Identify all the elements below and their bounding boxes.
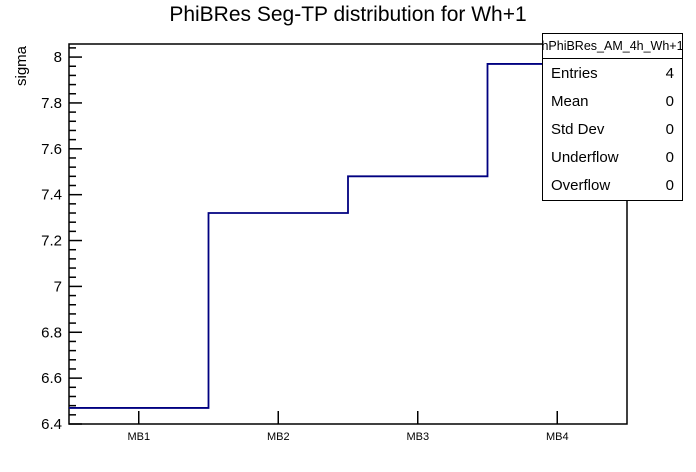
y-tick-label: 8: [54, 49, 62, 66]
stats-label: Entries: [551, 64, 598, 82]
stats-label: Overflow: [551, 177, 611, 195]
y-tick-label: 6.4: [41, 416, 62, 433]
stats-box-title: hPhiBRes_AM_4h_Wh+1: [543, 34, 682, 59]
x-tick-label: MB2: [267, 431, 290, 443]
x-tick-label: MB1: [127, 431, 150, 443]
chart-title: PhiBRes Seg-TP distribution for Wh+1: [169, 3, 527, 26]
stats-value: 4: [665, 64, 674, 82]
y-tick-label: 7.8: [41, 95, 62, 112]
plot-frame: [68, 43, 628, 425]
stats-row-mean: Mean 0: [543, 87, 682, 115]
stats-value: 0: [665, 177, 674, 195]
stats-value: 0: [665, 120, 674, 138]
stats-box: hPhiBRes_AM_4h_Wh+1 Entries 4 Mean 0 Std…: [542, 33, 683, 201]
stats-label: Std Dev: [551, 120, 605, 138]
x-tick-label: MB4: [546, 431, 569, 443]
y-tick-label: 7.2: [41, 233, 62, 250]
y-tick-label: 7: [54, 278, 62, 295]
y-tick-label: 6.8: [41, 324, 62, 341]
stats-row-entries: Entries 4: [543, 59, 682, 87]
stats-row-overflow: Overflow 0: [543, 172, 682, 200]
stats-value: 0: [665, 149, 674, 167]
histogram-step-line: [69, 63, 627, 409]
stats-row-underflow: Underflow 0: [543, 144, 682, 172]
y-tick-label: 6.6: [41, 370, 62, 387]
stats-label: Mean: [551, 92, 589, 110]
stats-label: Underflow: [551, 149, 619, 167]
x-tick-label: MB3: [406, 431, 429, 443]
y-tick-label: 7.6: [41, 141, 62, 158]
stats-value: 0: [665, 92, 674, 110]
y-tick-label: 7.4: [41, 187, 62, 204]
stats-row-stddev: Std Dev 0: [543, 115, 682, 143]
